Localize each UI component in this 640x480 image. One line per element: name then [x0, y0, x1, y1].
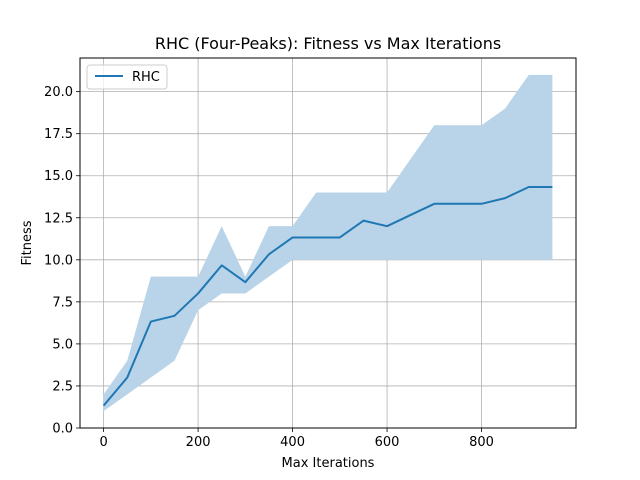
y-tick-label: 5.0 — [52, 337, 73, 352]
y-axis-ticks: 0.0 2.5 5.0 7.5 10.0 12.5 15.0 17.5 20.0 — [44, 85, 80, 437]
series-lines — [102, 186, 553, 407]
plot-frame — [79, 57, 577, 429]
y-tick-label: 7.5 — [52, 295, 73, 310]
x-tick-label: 200 — [186, 435, 211, 450]
y-tick-label: 20.0 — [44, 85, 73, 100]
x-axis-label: Max Iterations — [282, 456, 375, 471]
y-tick-label: 2.5 — [52, 379, 73, 394]
x-tick-label: 600 — [375, 435, 400, 450]
legend-label-rhc: RHC — [132, 70, 160, 85]
x-tick-label: 800 — [469, 435, 494, 450]
x-tick-label: 400 — [280, 435, 305, 450]
y-tick-label: 10.0 — [44, 253, 73, 268]
y-tick-label: 17.5 — [44, 127, 73, 142]
y-axis-label: Fitness — [20, 220, 35, 265]
legend-box — [86, 64, 168, 90]
chart-title: RHC (Four-Peaks): Fitness vs Max Iterati… — [155, 34, 501, 53]
series-band — [103, 74, 553, 412]
confidence-band — [103, 74, 553, 412]
x-axis-ticks: 0 200 400 600 800 — [99, 428, 494, 450]
x-tick-label: 0 — [99, 435, 107, 450]
y-tick-label: 12.5 — [44, 211, 73, 226]
y-tick-label: 15.0 — [44, 169, 73, 184]
y-tick-label: 0.0 — [52, 422, 73, 437]
series-line — [102, 186, 553, 407]
legend: RHC — [86, 64, 168, 90]
